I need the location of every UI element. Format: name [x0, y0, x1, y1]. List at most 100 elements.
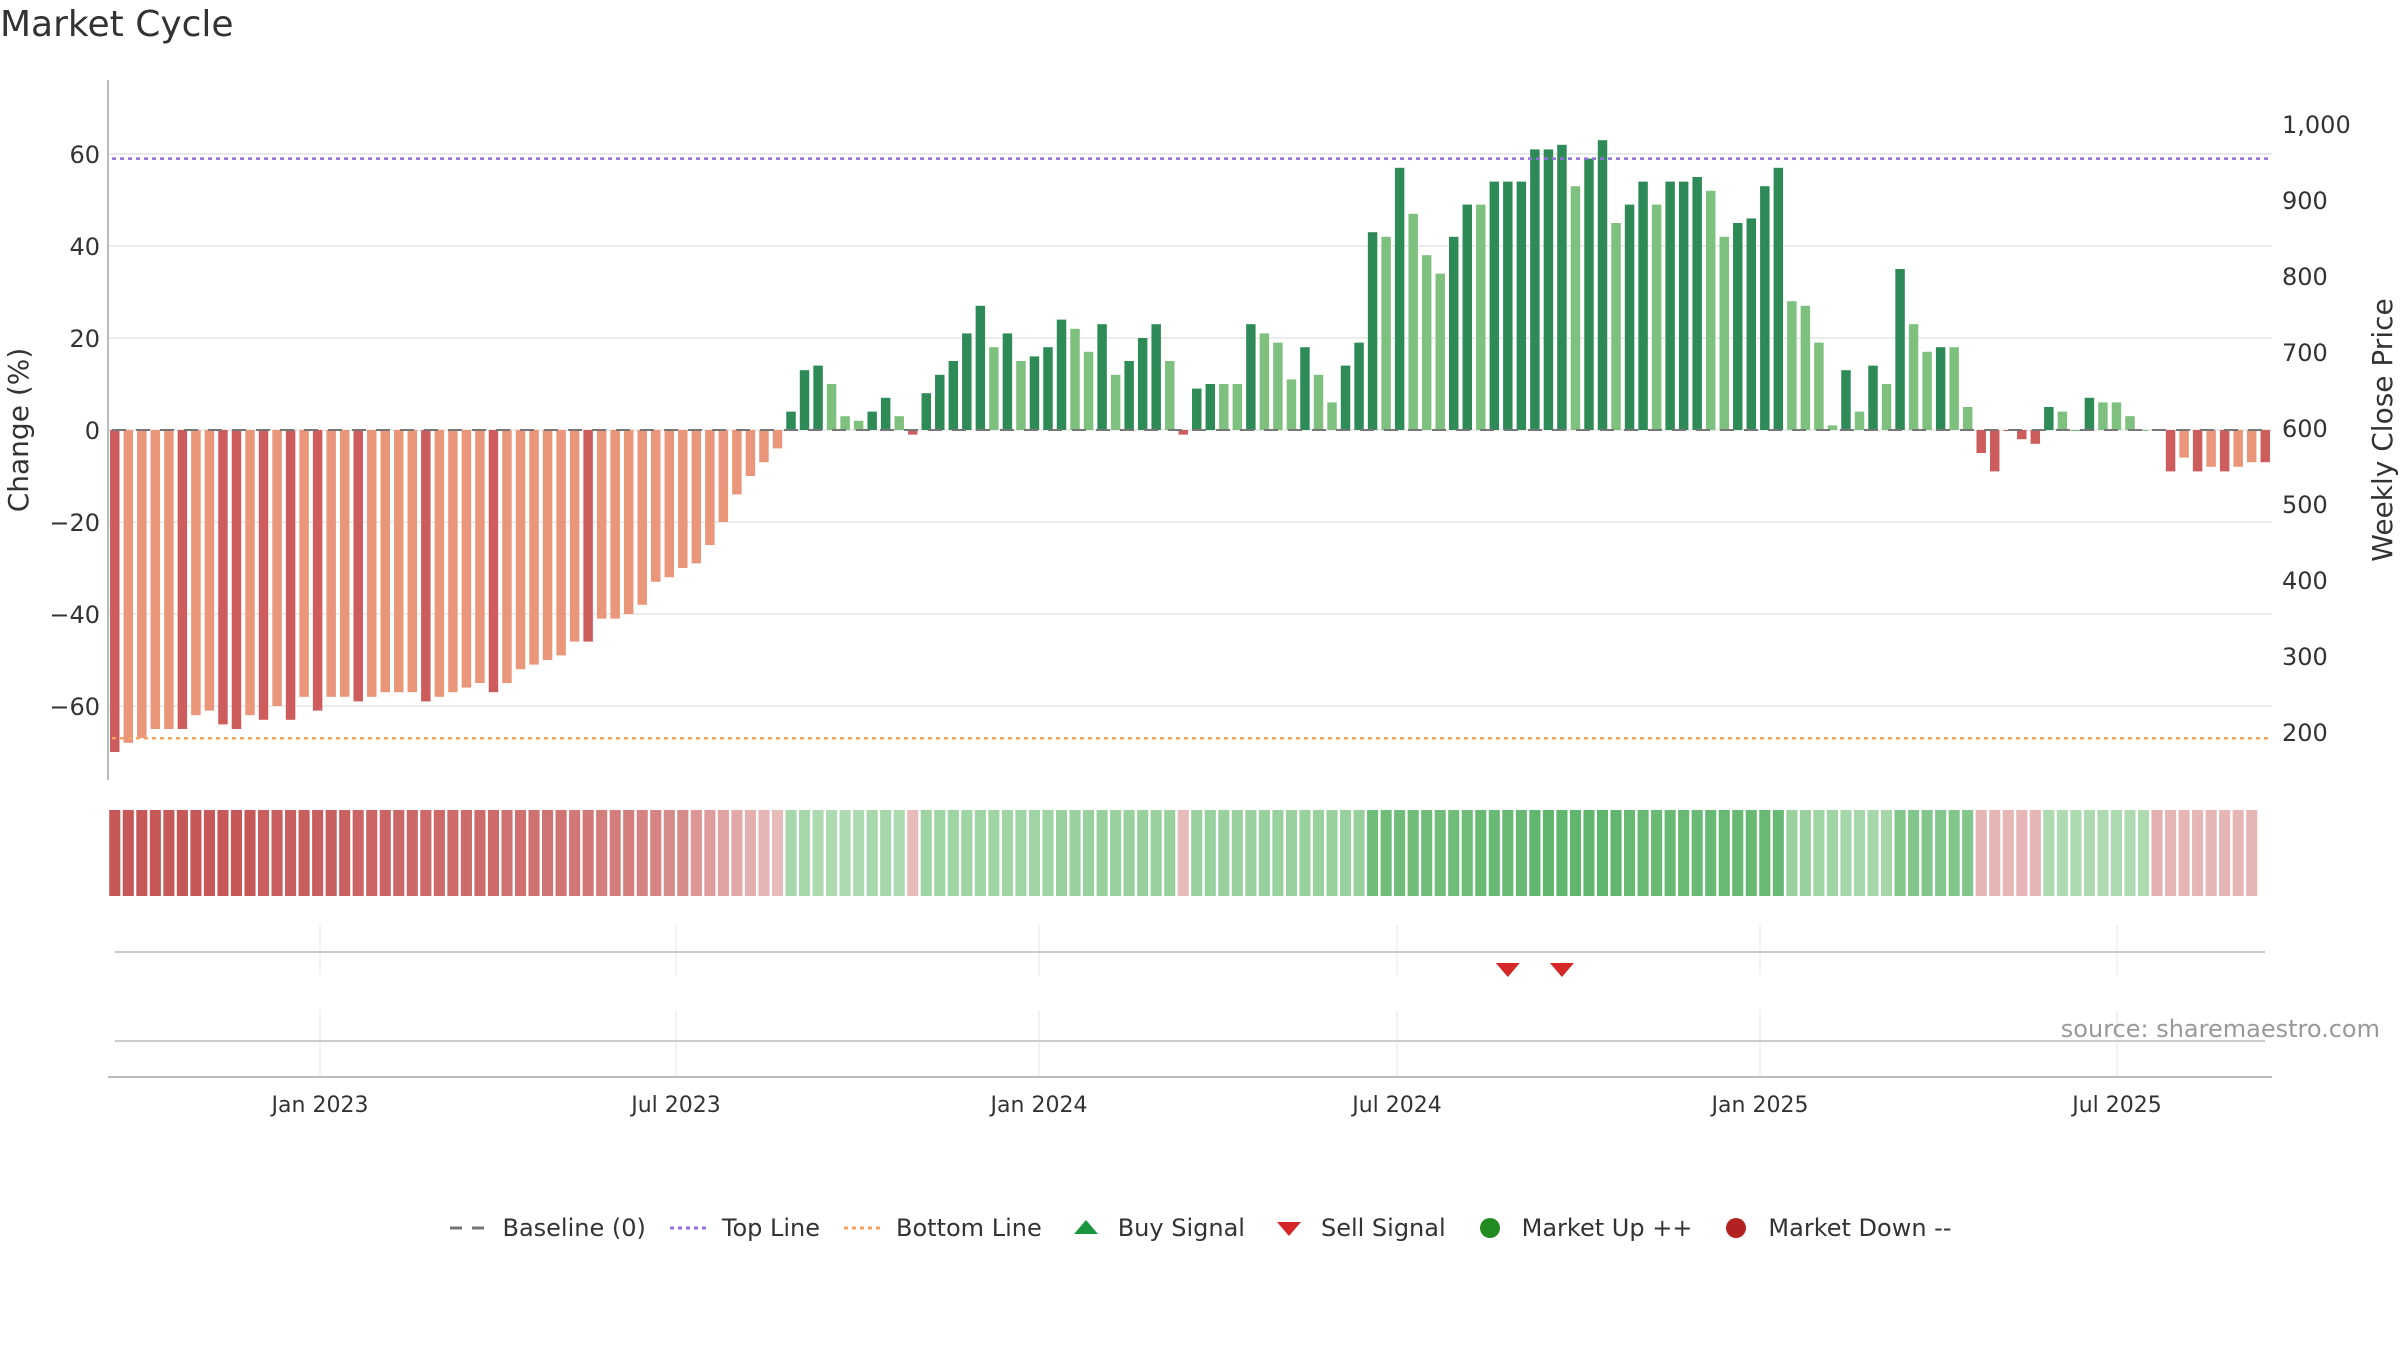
heatmap-cell	[1380, 810, 1392, 896]
bar	[610, 430, 620, 619]
bar	[1421, 255, 1432, 430]
bar	[1300, 347, 1310, 430]
y-left-tick-label: 20	[69, 325, 100, 353]
y-right-tick-label: 500	[2282, 491, 2328, 519]
heatmap-cell	[1908, 810, 1920, 896]
bar	[1435, 273, 1445, 430]
heatmap-cell	[190, 810, 202, 896]
heatmap-cell	[298, 810, 310, 896]
heatmap-cell	[2165, 810, 2177, 896]
bar	[637, 430, 647, 605]
heatmap-cell	[1772, 810, 1784, 896]
bar	[1705, 190, 1716, 430]
bar	[2138, 430, 2149, 431]
x-axis: Jan 2023 Jul 2023 Jan 2024 Jul 2024 Jan 2025…	[108, 1076, 2272, 1118]
heatmap-cell	[1312, 810, 1325, 896]
bar	[1827, 425, 1838, 430]
heatmap-cell	[1461, 810, 1473, 896]
bar	[1949, 347, 1959, 430]
signal-panel	[115, 925, 2265, 1075]
heatmap-cell	[1299, 810, 1311, 896]
heatmap-cell	[1556, 810, 1568, 896]
dash-line-icon	[450, 1226, 491, 1230]
bar	[1895, 269, 1905, 430]
bar	[1029, 356, 1040, 430]
bar	[407, 430, 418, 693]
heatmap-cell	[1745, 810, 1757, 896]
bar	[596, 430, 607, 619]
heatmap-cell	[1285, 810, 1297, 896]
heatmap-cell	[2016, 810, 2028, 896]
heatmap-cell	[406, 810, 418, 896]
bar	[1584, 158, 1594, 430]
legend-label: Market Down --	[1768, 1214, 1952, 1242]
heatmap-cell	[866, 810, 878, 896]
heatmap-cell	[1813, 810, 1825, 896]
heatmap-strip	[109, 810, 2258, 896]
bar	[2233, 430, 2243, 467]
bar	[245, 430, 255, 716]
heatmap-cell	[2043, 810, 2055, 896]
bar	[1651, 204, 1662, 430]
bar	[664, 430, 675, 578]
y-left-tick-label: 40	[69, 233, 100, 261]
bar	[339, 430, 350, 697]
bar	[380, 430, 390, 693]
heatmap-cell	[1353, 810, 1365, 896]
heatmap-cell	[1502, 810, 1514, 896]
bar	[285, 430, 296, 720]
bar	[231, 430, 242, 729]
legend-item: Market Up ++	[1468, 1214, 1692, 1242]
heatmap-cell	[1110, 810, 1122, 896]
bar	[2084, 397, 2095, 430]
bar	[1733, 223, 1743, 430]
bar	[935, 374, 945, 430]
source-note: source: sharemaestro.com	[2060, 1015, 2380, 1043]
bar	[1313, 374, 1324, 430]
bar	[1192, 388, 1202, 430]
bar	[1976, 430, 1986, 453]
bar	[1449, 236, 1459, 430]
bar	[2044, 407, 2054, 430]
heatmap-cell	[1678, 810, 1690, 896]
bar	[1002, 333, 1013, 430]
heatmap-cell	[1137, 810, 1149, 896]
heatmap-cell	[1691, 810, 1703, 896]
heatmap-cell	[1339, 810, 1352, 896]
bar	[2125, 416, 2135, 430]
heatmap-cell	[1258, 810, 1270, 896]
heatmap-cell	[1191, 810, 1203, 896]
bar	[1124, 361, 1134, 430]
bar	[150, 430, 161, 729]
y-axis-left-label: Change (%)	[2, 348, 35, 513]
legend-item: Bottom Line	[842, 1214, 1042, 1242]
bar	[475, 430, 485, 683]
bar	[326, 430, 336, 697]
heatmap-cell	[1042, 810, 1054, 896]
heatmap-cell	[1475, 810, 1487, 896]
heatmap-cell	[163, 810, 175, 896]
bar	[718, 430, 729, 522]
heatmap-cell	[2178, 810, 2190, 896]
bar	[1043, 347, 1053, 430]
bar	[191, 430, 201, 716]
bar	[2030, 430, 2041, 444]
bar	[1962, 407, 1973, 430]
heatmap-cell	[893, 810, 905, 896]
heatmap-cell	[1718, 810, 1730, 896]
bar	[1719, 236, 1729, 430]
heatmap-cell	[596, 810, 608, 896]
heatmap-cell	[1732, 810, 1744, 896]
heatmap-cell	[2205, 810, 2217, 896]
bar	[840, 416, 850, 430]
bar	[962, 333, 972, 430]
heatmap-cell	[528, 810, 540, 896]
bar	[1151, 324, 1161, 430]
heatmap-cell	[2151, 810, 2163, 896]
heatmap-cell	[244, 810, 256, 896]
sell-signal-marker	[1549, 963, 1574, 977]
bar	[1516, 181, 1527, 430]
bar	[1110, 374, 1121, 430]
heatmap-cell	[839, 810, 851, 896]
heatmap-cell	[1853, 810, 1866, 896]
